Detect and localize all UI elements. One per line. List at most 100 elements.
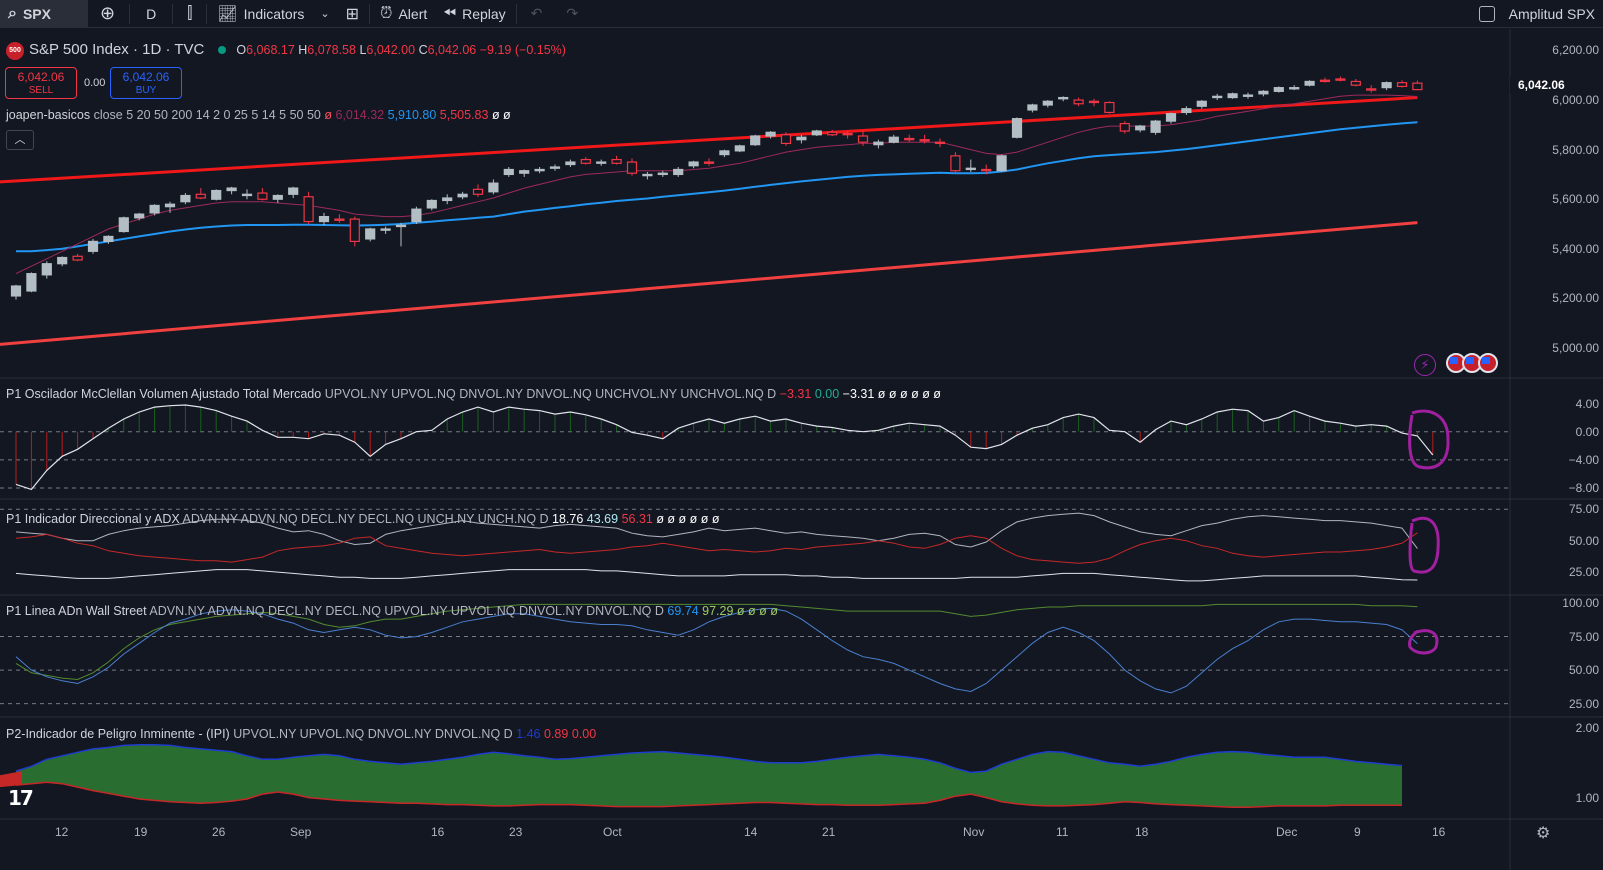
annotation-circle (1408, 629, 1439, 655)
candle-body (857, 135, 869, 143)
chart-type-button[interactable]: ⫿ (175, 0, 204, 28)
layout-selector[interactable]: Amplitud SPX (1478, 0, 1595, 28)
candle-body (488, 182, 499, 193)
candle-body (334, 218, 345, 221)
candle-body (1212, 95, 1223, 99)
pane2-value-3: 56.31 (621, 512, 653, 526)
indicators-button[interactable]: 📈︎ Indicators ⌄ (209, 0, 337, 28)
candle-body (365, 228, 376, 240)
collapse-legend-button[interactable]: ︿ (6, 130, 34, 150)
undo-icon: ↶ (530, 5, 543, 21)
interval-label: D (146, 5, 157, 22)
adx-line (15, 569, 1418, 582)
open-label: O (236, 43, 247, 57)
candle-body (1058, 96, 1069, 100)
candle-body (842, 132, 853, 136)
replay-button[interactable]: ⏪︎ Replay (435, 0, 513, 28)
candle-body (149, 204, 160, 214)
candle-body (1381, 82, 1392, 89)
pane2-value-2: 43.69 (586, 512, 619, 526)
gear-icon[interactable]: ⚙︎ (1536, 825, 1551, 842)
candle-body (257, 192, 268, 200)
candle-body (996, 155, 1007, 172)
candle-body (41, 263, 52, 276)
adn-blue-line (15, 607, 1418, 694)
candle-body (1227, 93, 1238, 99)
candle-body (195, 193, 206, 199)
candle-body (1011, 118, 1023, 138)
candle-body (241, 193, 253, 197)
lightning-icon[interactable]: ⚡︎ (1414, 354, 1436, 376)
scale-tick-label: 0.00 (1575, 424, 1599, 439)
candle-body (611, 158, 622, 164)
symbol-search-button[interactable]: ⌕ SPX (0, 0, 88, 28)
candle-body (1335, 78, 1346, 81)
candle-body (888, 136, 899, 143)
sell-price: 6,042.06 (17, 70, 65, 84)
indicator-value-2: 5,910.80 (387, 108, 437, 122)
redo-button[interactable]: ↷ (554, 0, 590, 28)
buy-button[interactable]: 6,042.06 BUY (110, 67, 182, 99)
time-tick-label: Dec (1276, 825, 1298, 839)
candle-body (934, 141, 946, 145)
pane4-value-3: 0.00 (571, 727, 597, 741)
interval-button[interactable]: D (132, 0, 170, 28)
symbol-legend[interactable]: 500 S&P 500 Index · 1D · TVC O6,068.17 H6,… (6, 41, 566, 60)
candle-body (827, 131, 838, 136)
candle-body (57, 256, 68, 265)
pane3-params: ADVN.NY ADVN.NQ DECL.NY DECL.NQ UPVOL.NY… (149, 604, 664, 618)
candle-body (380, 228, 391, 231)
candle-body (272, 194, 283, 200)
pane2-legend[interactable]: P1 Indicador Direccional y ADX ADVN.NY A… (6, 512, 720, 526)
candle-body (87, 240, 99, 252)
layout-checkbox[interactable] (1478, 6, 1495, 22)
time-tick-label: 23 (509, 825, 523, 839)
undo-button[interactable]: ↶ (519, 0, 555, 28)
candle-body (164, 203, 176, 208)
close-label: C (418, 43, 428, 57)
candle-body (1135, 125, 1146, 131)
indicator-value-3: 5,505.83 (439, 108, 489, 122)
sell-button[interactable]: 6,042.06 SELL (5, 67, 77, 99)
pane4-legend[interactable]: P2-Indicador de Peligro Inminente - (IPI… (6, 727, 596, 741)
main-indicator-legend[interactable]: joapen-basicos close 5 20 50 200 14 2 0 … (6, 108, 511, 122)
pane1-legend[interactable]: P1 Oscilador McClellan Volumen Ajustado … (6, 387, 941, 401)
layouts-button[interactable]: ⊞ (338, 0, 367, 28)
pane4-value-2: 0.89 (544, 727, 569, 741)
candle-body (904, 137, 915, 141)
candle-body (288, 187, 299, 195)
candle-body (1304, 80, 1315, 86)
candle-body (1150, 120, 1161, 133)
price-tick-label: 5,800.00 (1552, 142, 1599, 157)
chart-canvas[interactable] (0, 29, 1603, 870)
time-tick-label: 11 (1056, 825, 1069, 839)
pane3-value-2: 97.29 (702, 604, 734, 618)
candle-body (180, 194, 191, 203)
candle-body (1242, 94, 1254, 97)
candle-body (1396, 82, 1408, 88)
candle-body (873, 141, 884, 146)
low-label: L (359, 43, 367, 57)
candle-body (811, 130, 822, 136)
candle-body (1273, 87, 1284, 92)
candle-body (1104, 101, 1115, 114)
candle-body (1196, 100, 1207, 107)
scale-tick-label: 25.00 (1568, 565, 1599, 580)
compare-button[interactable]: ⊕ (88, 0, 127, 28)
us-flag-icon[interactable] (1478, 353, 1498, 373)
open-value: 6,068.17 (246, 43, 295, 57)
candle-body (103, 235, 114, 243)
candle-body (503, 168, 514, 176)
price-tick-label: 5,000.00 (1552, 341, 1599, 356)
pane3-legend[interactable]: P1 Linea ADn Wall Street ADVN.NY ADVN.NQ… (6, 604, 778, 618)
search-icon: ⌕ (8, 4, 17, 22)
price-tick-label: 5,200.00 (1552, 291, 1599, 306)
candle-body (1181, 108, 1192, 114)
indicator-name: joapen-basicos (6, 108, 91, 122)
time-tick-label: 9 (1354, 825, 1361, 839)
alert-button[interactable]: ⏰︎ Alert (372, 0, 435, 28)
tradingview-logo-icon[interactable]: 17 (8, 786, 34, 810)
chart-area[interactable]: 500 S&P 500 Index · 1D · TVC O6,068.17 H6,… (0, 29, 1603, 870)
candle-body (442, 197, 453, 202)
ma-slow-line (16, 121, 1418, 253)
